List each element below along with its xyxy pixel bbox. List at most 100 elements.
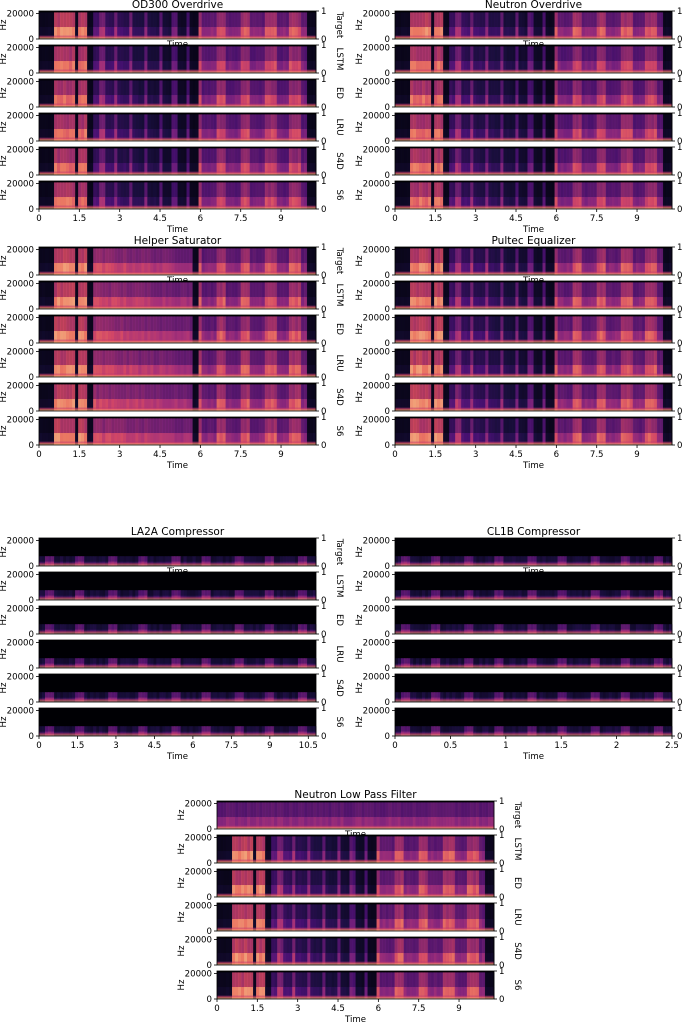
right-tick-label: 0 bbox=[677, 732, 682, 742]
right-tick-label: 1 bbox=[677, 413, 682, 423]
right-tick-label: 1 bbox=[321, 534, 326, 544]
right-tick-label: 0 bbox=[321, 69, 326, 79]
right-tick-label: 0 bbox=[321, 205, 326, 215]
x-tick-label: 1 bbox=[503, 741, 508, 751]
x-tick-label: 0 bbox=[392, 450, 397, 460]
y-tick-label: 0 bbox=[207, 927, 212, 937]
y-tick-label: 20000 bbox=[7, 146, 34, 156]
chart-7: Neutron Low Pass Filter020000Hz01TargetT… bbox=[177, 789, 522, 1023]
x-tick-label: 6 bbox=[376, 1004, 381, 1014]
y-tick-label: 20000 bbox=[363, 146, 390, 156]
right-tick-label: 1 bbox=[677, 636, 682, 646]
y-axis-label: Hz bbox=[177, 911, 187, 922]
right-tick-label: 1 bbox=[321, 704, 326, 714]
right-tick-label: 1 bbox=[677, 568, 682, 578]
y-tick-label: 0 bbox=[29, 339, 34, 349]
row-label-s4d: S4D bbox=[512, 942, 522, 960]
y-tick-label: 20000 bbox=[7, 246, 34, 256]
y-tick-label: 0 bbox=[29, 732, 34, 742]
right-tick-label: 1 bbox=[499, 967, 504, 977]
y-tick-label: 20000 bbox=[7, 639, 34, 649]
x-tick-label: 1.5 bbox=[429, 450, 443, 460]
row-label-lstm: LSTM bbox=[334, 575, 344, 598]
spectrogram-panel-target: 020000Hz01TargetTime bbox=[355, 243, 682, 286]
y-tick-label: 0 bbox=[385, 205, 390, 215]
y-tick-label: 20000 bbox=[363, 416, 390, 426]
y-tick-label: 0 bbox=[207, 893, 212, 903]
y-tick-label: 20000 bbox=[185, 970, 212, 980]
y-axis-label: Hz bbox=[0, 155, 9, 166]
y-tick-label: 20000 bbox=[185, 868, 212, 878]
y-tick-label: 0 bbox=[385, 664, 390, 674]
y-tick-label: 20000 bbox=[185, 936, 212, 946]
right-tick-label: 0 bbox=[677, 373, 682, 383]
y-axis-label: Hz bbox=[355, 580, 365, 591]
x-axis-label: Time bbox=[522, 752, 544, 762]
right-tick-label: 1 bbox=[677, 7, 682, 17]
y-tick-label: 0 bbox=[29, 630, 34, 640]
right-tick-label: 1 bbox=[321, 109, 326, 119]
right-tick-label: 0 bbox=[499, 893, 504, 903]
y-tick-label: 20000 bbox=[7, 707, 34, 717]
x-tick-label: 4.5 bbox=[509, 450, 523, 460]
y-tick-label: 0 bbox=[29, 137, 34, 147]
y-tick-label: 20000 bbox=[363, 605, 390, 615]
right-tick-label: 1 bbox=[321, 670, 326, 680]
row-label-s6: S6 bbox=[334, 190, 344, 201]
y-tick-label: 0 bbox=[207, 995, 212, 1005]
chart-title: Neutron Overdrive bbox=[485, 0, 582, 11]
right-tick-label: 0 bbox=[677, 205, 682, 215]
y-axis-label: Hz bbox=[0, 546, 9, 557]
y-axis-label: Hz bbox=[355, 614, 365, 625]
x-tick-label: 9 bbox=[634, 214, 639, 224]
y-tick-label: 0 bbox=[29, 596, 34, 606]
x-tick-label: 9 bbox=[456, 1004, 461, 1014]
y-axis-label: Hz bbox=[355, 682, 365, 693]
right-tick-label: 1 bbox=[677, 534, 682, 544]
y-axis-label: Hz bbox=[355, 546, 365, 557]
x-tick-label: 7.5 bbox=[590, 450, 604, 460]
row-label-s6: S6 bbox=[334, 717, 344, 728]
chart-title: Helper Saturator bbox=[134, 235, 222, 247]
right-tick-label: 1 bbox=[677, 602, 682, 612]
y-axis-label: Hz bbox=[355, 87, 365, 98]
y-tick-label: 0 bbox=[29, 35, 34, 45]
y-axis-label: Hz bbox=[355, 648, 365, 659]
right-tick-label: 0 bbox=[677, 305, 682, 315]
right-tick-label: 0 bbox=[677, 698, 682, 708]
x-tick-label: 4.5 bbox=[153, 214, 167, 224]
right-tick-label: 1 bbox=[499, 797, 504, 807]
x-tick-label: 4.5 bbox=[331, 1004, 345, 1014]
row-label-s6: S6 bbox=[512, 980, 522, 991]
y-tick-label: 0 bbox=[29, 69, 34, 79]
right-tick-label: 1 bbox=[321, 41, 326, 51]
y-tick-label: 0 bbox=[207, 961, 212, 971]
y-tick-label: 20000 bbox=[363, 180, 390, 190]
right-tick-label: 0 bbox=[321, 373, 326, 383]
right-tick-label: 1 bbox=[677, 277, 682, 287]
y-axis-label: Hz bbox=[355, 155, 365, 166]
x-tick-label: 9 bbox=[278, 214, 283, 224]
y-axis-label: Hz bbox=[0, 255, 9, 266]
y-tick-label: 0 bbox=[29, 103, 34, 113]
x-tick-label: 2.5 bbox=[665, 741, 679, 751]
y-axis-label: Hz bbox=[355, 53, 365, 64]
y-axis-label: Hz bbox=[177, 877, 187, 888]
y-tick-label: 20000 bbox=[7, 571, 34, 581]
y-tick-label: 0 bbox=[29, 698, 34, 708]
y-tick-label: 20000 bbox=[363, 246, 390, 256]
y-axis-label: Hz bbox=[177, 809, 187, 820]
y-axis-label: Hz bbox=[355, 255, 365, 266]
y-tick-label: 20000 bbox=[363, 382, 390, 392]
right-tick-label: 0 bbox=[499, 961, 504, 971]
y-axis-label: Hz bbox=[355, 716, 365, 727]
right-tick-label: 0 bbox=[321, 441, 326, 451]
row-label-target: Target bbox=[334, 247, 344, 275]
chart-2: Neutron Overdrive020000Hz01TargetTime020… bbox=[355, 0, 682, 235]
